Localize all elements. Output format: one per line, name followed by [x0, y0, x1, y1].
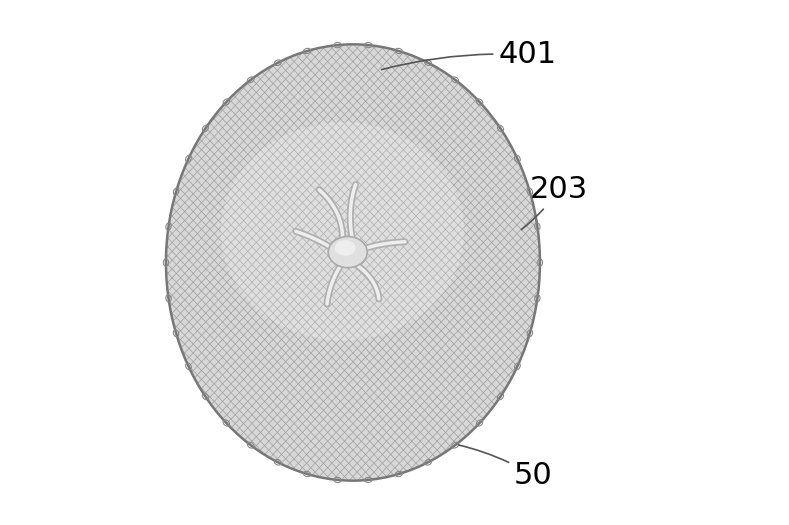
Ellipse shape — [335, 240, 356, 256]
Text: 50: 50 — [458, 445, 553, 490]
Text: 203: 203 — [522, 175, 588, 229]
Ellipse shape — [328, 237, 367, 268]
Ellipse shape — [166, 44, 540, 481]
Text: 401: 401 — [382, 40, 556, 70]
Ellipse shape — [221, 122, 464, 340]
